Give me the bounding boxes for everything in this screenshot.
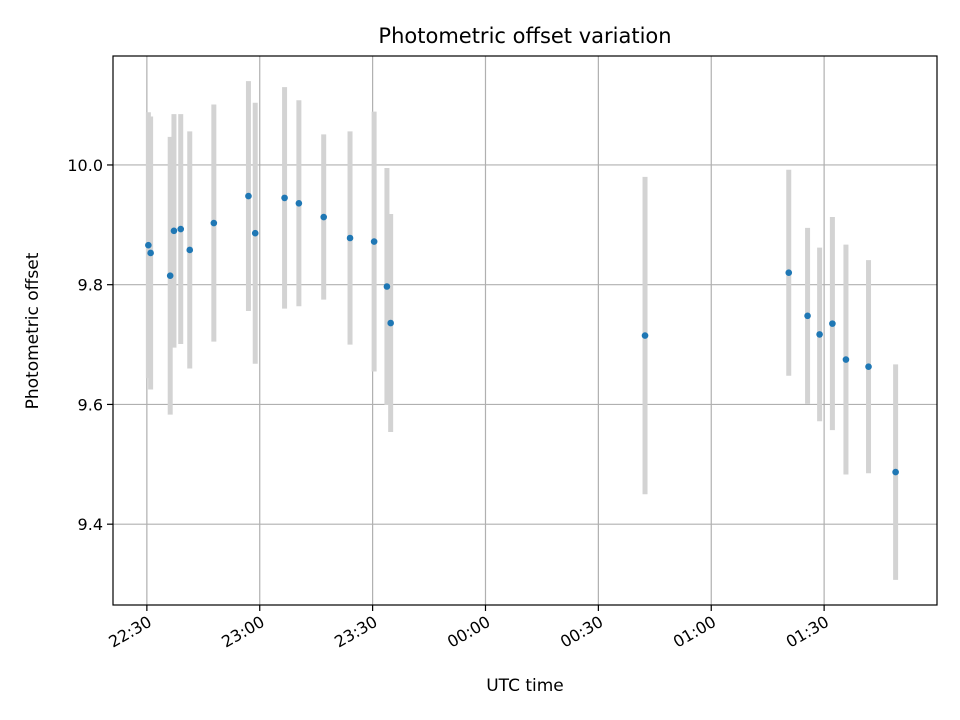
data-point bbox=[295, 199, 303, 207]
data-point bbox=[245, 192, 252, 200]
data-point bbox=[842, 356, 850, 363]
chart-title: Photometric offset variation bbox=[378, 24, 671, 48]
data-point bbox=[387, 319, 394, 327]
data-point bbox=[145, 241, 152, 249]
y-tick-label: 9.8 bbox=[78, 276, 103, 295]
data-point bbox=[816, 331, 823, 338]
y-tick-label: 9.6 bbox=[78, 395, 103, 414]
data-point bbox=[210, 219, 218, 227]
data-point bbox=[829, 320, 836, 327]
data-point bbox=[892, 468, 899, 476]
data-point bbox=[320, 213, 328, 221]
plot-frame bbox=[112, 55, 938, 606]
data-point bbox=[177, 225, 185, 233]
data-point bbox=[147, 249, 154, 257]
y-tick-label: 10.0 bbox=[67, 156, 103, 175]
data-point bbox=[281, 194, 288, 202]
data-point bbox=[346, 234, 354, 242]
data-point bbox=[166, 272, 174, 280]
data-point bbox=[186, 246, 194, 254]
data-point bbox=[641, 332, 649, 339]
data-point bbox=[170, 227, 178, 235]
y-axis-label: Photometric offset bbox=[23, 252, 43, 409]
data-point bbox=[804, 312, 811, 320]
data-point bbox=[785, 269, 793, 277]
y-tick-label: 9.4 bbox=[78, 515, 103, 534]
data-point bbox=[251, 229, 259, 237]
x-axis-label: UTC time bbox=[486, 676, 564, 696]
data-point bbox=[383, 283, 391, 290]
data-point bbox=[370, 238, 378, 245]
point-layer bbox=[145, 192, 899, 476]
data-point bbox=[865, 363, 872, 371]
